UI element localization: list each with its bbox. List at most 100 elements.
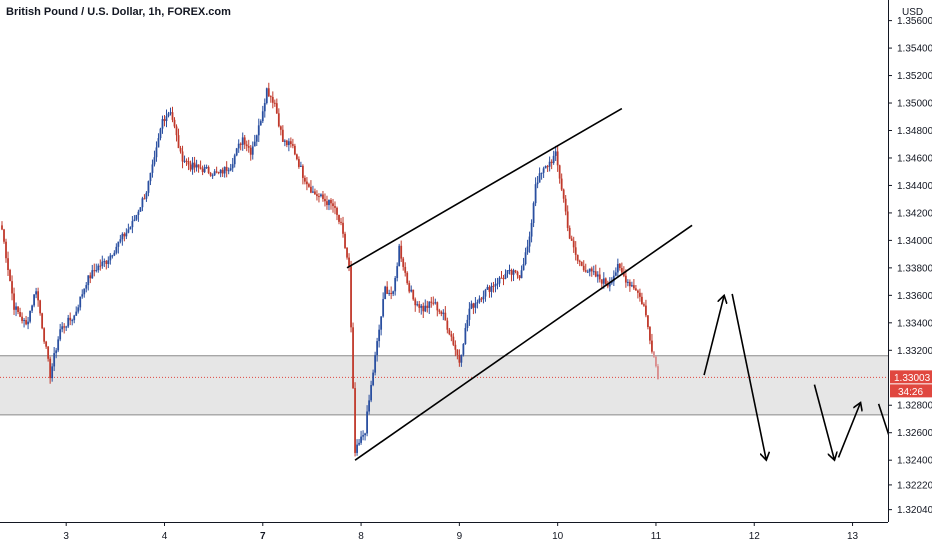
candle-body [384,286,387,300]
candle-body [494,284,497,287]
candle-body [634,288,637,291]
candle-body [209,172,212,176]
candle-body [241,137,244,145]
candle-body [360,436,362,443]
candle-body [195,164,198,168]
candle-body [490,285,493,292]
candle-body [19,312,21,317]
candle-body [606,284,609,287]
candle-body [582,265,585,271]
candle-body [143,198,146,200]
candle-body [602,278,605,284]
candle-body [75,311,78,316]
candle-body [191,162,194,170]
candle-body [366,411,368,434]
candle-body [159,128,162,139]
candle-body [279,126,282,130]
candle-body [516,271,519,276]
candle-body [558,165,561,179]
candle-body [57,339,60,351]
price-tick-label: 1.34400 [897,181,932,192]
candle-body [340,221,342,223]
time-tick-label: 12 [749,531,761,542]
candle-body [21,316,23,321]
candle-body [342,222,344,234]
candle-body [29,310,31,322]
candle-body [394,278,397,292]
candle-body [556,151,559,166]
candle-body [330,200,332,204]
price-tick-label: 1.33600 [897,291,932,302]
candle-body [578,260,581,263]
candle-body [155,147,158,158]
candle-body [544,166,547,169]
candle-body [15,306,17,310]
candle-body [346,247,348,258]
candle-body [586,271,589,273]
candle-body [215,171,218,173]
candle-body [103,261,106,263]
candle-body [304,177,306,182]
candle-body [432,302,435,304]
candle-body [414,299,417,306]
candle-body [456,349,459,356]
candle-body [532,203,535,224]
candle-body [251,146,254,155]
candle-body [45,341,48,347]
candle-body [273,102,276,104]
candle-body [356,444,358,453]
candle-body [217,172,220,174]
time-tick-label: 9 [457,531,463,542]
candle-body [478,298,481,303]
candle-body [53,353,56,367]
candle-body [504,273,507,279]
price-tick-label: 1.35400 [897,44,932,55]
candle-body [119,239,122,242]
candle-body [306,181,308,185]
chart-title: British Pound / U.S. Dollar, 1h, FOREX.c… [6,6,231,18]
candle-body [370,385,373,401]
candle-body [69,317,72,321]
candle-body [540,172,543,174]
candle-body [5,241,7,259]
candle-body [179,148,182,152]
candle-body [450,334,453,337]
candle-body [514,270,517,272]
candle-body [584,270,587,272]
candle-body [480,298,483,300]
candle-body [295,154,298,160]
candle-body [135,214,138,220]
price-tick-label: 1.33400 [897,318,932,329]
candle-body [502,278,505,280]
candle-body [255,135,258,142]
candle-body [610,281,613,284]
candle-body [302,165,304,178]
candle-body [11,281,13,294]
candle-body [77,307,80,312]
candle-body [600,279,603,284]
candle-body [316,194,318,197]
candle-body [649,327,651,341]
candle-body [444,312,447,321]
price-tick-label: 1.34800 [897,126,932,137]
countdown-value: 34:26 [898,387,923,398]
projection-arrow-3 [813,384,834,461]
candle-body [299,165,302,167]
candle-body [47,346,50,359]
candle-body [336,207,338,215]
candle-body [25,320,27,325]
candle-body [167,113,170,117]
support-zone [0,355,888,415]
candle-body [518,275,521,279]
candle-body [83,288,86,295]
candle-body [538,173,541,183]
candle-body [213,171,216,176]
candle-body [474,302,477,308]
candle-body [99,265,102,267]
candle-body [183,160,186,162]
candle-body [466,319,469,328]
candle-body [63,326,66,328]
candle-body [308,184,310,187]
candle-body [380,316,383,330]
